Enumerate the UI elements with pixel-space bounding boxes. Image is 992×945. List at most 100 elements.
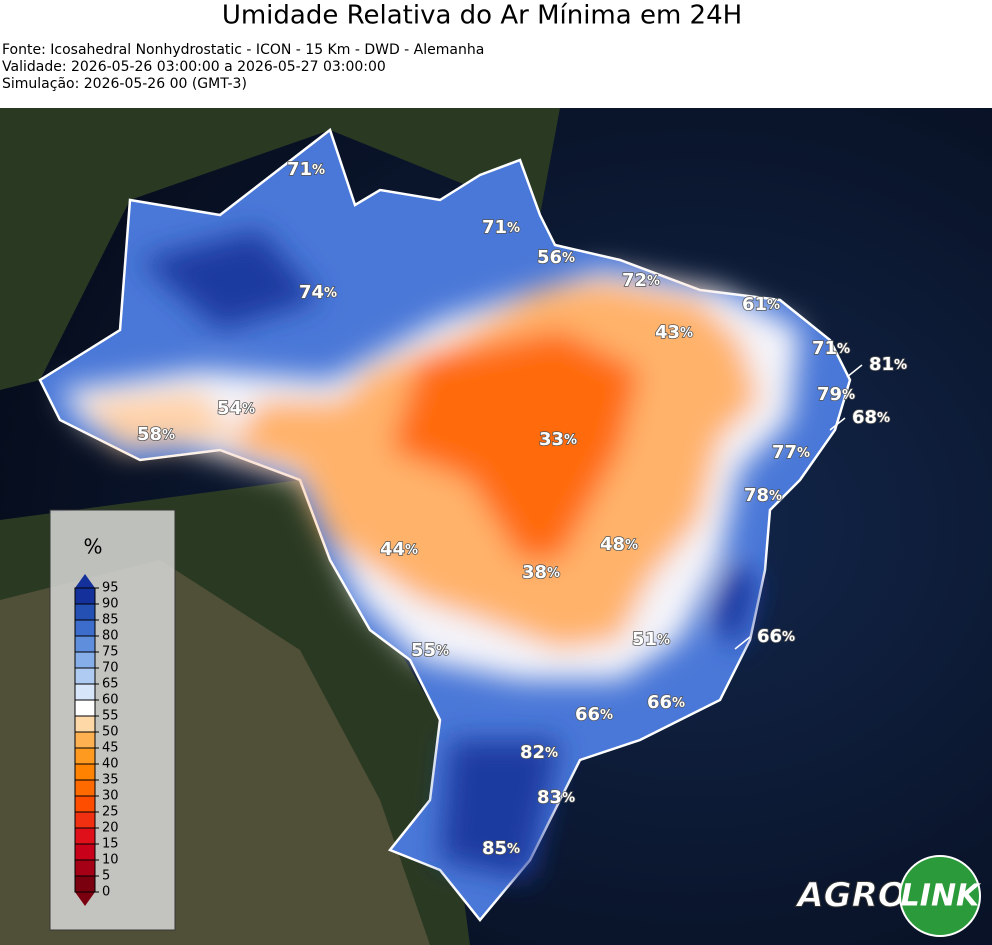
- humidity-label: 74%: [299, 282, 337, 303]
- humidity-field: [60, 230, 800, 880]
- humidity-value: 58: [137, 424, 162, 445]
- leader-line: [734, 636, 751, 650]
- humidity-label: 78%: [744, 485, 782, 506]
- humidity-unit: %: [436, 644, 449, 659]
- colorbar-tick-label: 95: [102, 581, 119, 596]
- humidity-unit: %: [625, 538, 638, 553]
- humidity-unit: %: [657, 633, 670, 648]
- simulation-line: Simulação: 2026-05-26 00 (GMT-3): [2, 76, 247, 92]
- humidity-unit: %: [162, 428, 175, 443]
- humidity-label: 44%: [380, 539, 418, 560]
- logo: AGRO LINK: [794, 855, 982, 937]
- colorbar-tick-label: 25: [102, 805, 119, 820]
- humidity-label: 82%: [520, 742, 558, 763]
- humidity-value: 66: [647, 692, 672, 713]
- logo-right: LINK: [901, 879, 982, 914]
- colorbar-segment: [75, 652, 95, 668]
- humidity-unit: %: [564, 433, 577, 448]
- colorbar-segment: [75, 668, 95, 684]
- humidity-value: 85: [482, 838, 507, 859]
- logo-circle: [899, 855, 981, 937]
- colorbar-tick-label: 0: [102, 885, 110, 900]
- colorbar-segment: [75, 844, 95, 860]
- humidity-label: 66%: [575, 704, 613, 725]
- humidity-label: 66%: [757, 626, 795, 647]
- colorbar-segment: [75, 876, 95, 892]
- source-line: Fonte: Icosahedral Nonhydrostatic - ICON…: [2, 42, 484, 58]
- colorbar-segment: [75, 588, 95, 604]
- humidity-unit: %: [312, 163, 325, 178]
- colorbar-tick-label: 60: [102, 693, 119, 708]
- colorbar-tick-label: 20: [102, 821, 119, 836]
- colorbar-segment: [75, 748, 95, 764]
- humidity-label: 54%: [217, 398, 255, 419]
- humidity-value: 48: [600, 534, 625, 555]
- humidity-label: 71%: [287, 159, 325, 180]
- humidity-value: 55: [411, 640, 436, 661]
- colorbar-tick-label: 35: [102, 773, 119, 788]
- humidity-unit: %: [600, 708, 613, 723]
- colorbar-tick-label: 30: [102, 789, 119, 804]
- humidity-label: 81%: [869, 354, 907, 375]
- humidity-value: 51: [632, 629, 657, 650]
- colorbar-segment: [75, 780, 95, 796]
- colorbar-segment: [75, 828, 95, 844]
- colorbar-tick-label: 15: [102, 837, 119, 852]
- humidity-unit: %: [545, 746, 558, 761]
- colorbar-arrow-bottom: [75, 892, 95, 906]
- humidity-unit: %: [405, 543, 418, 558]
- humidity-label: 72%: [622, 270, 660, 291]
- humidity-value: 71: [812, 338, 837, 359]
- humidity-value: 71: [287, 159, 312, 180]
- colorbar-tick-label: 10: [102, 853, 119, 868]
- humidity-value: 82: [520, 742, 545, 763]
- humidity-label: 66%: [647, 692, 685, 713]
- humidity-value: 68: [852, 407, 877, 428]
- humidity-unit: %: [877, 411, 890, 426]
- humidity-label: 68%: [852, 407, 890, 428]
- humidity-unit: %: [842, 388, 855, 403]
- colorbar-segment: [75, 764, 95, 780]
- humidity-label: 83%: [537, 787, 575, 808]
- validity-line: Validade: 2026-05-26 03:00:00 a 2026-05-…: [2, 59, 386, 75]
- humidity-value: 66: [757, 626, 782, 647]
- humidity-unit: %: [680, 326, 693, 341]
- humidity-unit: %: [672, 696, 685, 711]
- humidity-unit: %: [837, 342, 850, 357]
- humidity-label: 71%: [812, 338, 850, 359]
- humidity-unit: %: [767, 298, 780, 313]
- humidity-unit: %: [547, 566, 560, 581]
- colorbar-tick-label: 45: [102, 741, 119, 756]
- humidity-unit: %: [797, 446, 810, 461]
- colorbar-tick-label: 50: [102, 725, 119, 740]
- colorbar-tick-label: 70: [102, 661, 119, 676]
- humidity-value: 66: [575, 704, 600, 725]
- colorbar-segment: [75, 716, 95, 732]
- colorbar-tick-label: 85: [102, 613, 119, 628]
- humidity-unit: %: [562, 251, 575, 266]
- colorbar-arrow-top: [75, 574, 95, 588]
- humidity-value: 81: [869, 354, 894, 375]
- humidity-label: 43%: [655, 322, 693, 343]
- humidity-value: 77: [772, 442, 797, 463]
- humidity-value: 38: [522, 562, 547, 583]
- colorbar-title: %: [83, 535, 102, 559]
- humidity-value: 74: [299, 282, 324, 303]
- humidity-label: 56%: [537, 247, 575, 268]
- humidity-value: 54: [217, 398, 242, 419]
- colorbar-tick-label: 75: [102, 645, 119, 660]
- humidity-unit: %: [507, 842, 520, 857]
- leader-line: [846, 364, 863, 378]
- humidity-value: 72: [622, 270, 647, 291]
- humidity-value: 43: [655, 322, 680, 343]
- humidity-value: 61: [742, 294, 767, 315]
- humidity-label: 77%: [772, 442, 810, 463]
- humidity-value: 33: [539, 429, 564, 450]
- colorbar-segment: [75, 796, 95, 812]
- colorbar-segment: [75, 620, 95, 636]
- humidity-label: 79%: [817, 384, 855, 405]
- humidity-unit: %: [894, 358, 907, 373]
- humidity-label: 38%: [522, 562, 560, 583]
- colorbar-segment: [75, 732, 95, 748]
